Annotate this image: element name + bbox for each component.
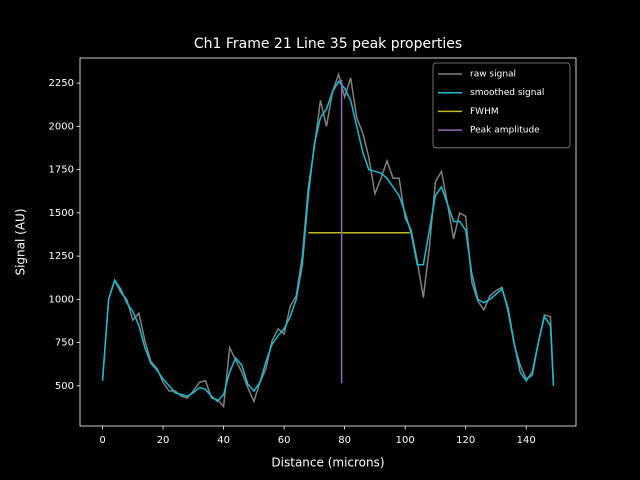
legend-label: Peak amplitude <box>470 126 540 136</box>
legend-label: raw signal <box>470 70 516 80</box>
legend-label: smoothed signal <box>470 88 544 98</box>
x-tick-label: 80 <box>338 435 351 446</box>
x-tick-label: 60 <box>278 435 291 446</box>
legend-label: FWHM <box>470 107 499 117</box>
y-tick-label: 1750 <box>49 165 74 176</box>
series-line <box>101 80 555 403</box>
y-tick-label: 1000 <box>49 294 74 305</box>
y-tick-label: 1500 <box>49 208 74 219</box>
y-tick-label: 500 <box>55 381 74 392</box>
x-tick-label: 0 <box>99 435 105 446</box>
x-tick-label: 140 <box>517 435 536 446</box>
chart-title: Ch1 Frame 21 Line 35 peak properties <box>194 36 462 52</box>
y-tick-label: 1250 <box>49 251 74 262</box>
y-axis-label: Signal (AU) <box>14 208 28 275</box>
x-tick-label: 120 <box>456 435 475 446</box>
legend-box <box>432 62 571 149</box>
x-tick-label: 100 <box>396 435 415 446</box>
axes-frame <box>79 57 577 427</box>
y-tick-label: 2250 <box>49 78 74 89</box>
y-tick-label: 750 <box>55 338 74 349</box>
x-tick-label: 20 <box>157 435 170 446</box>
x-axis-label: Distance (microns) <box>271 456 384 470</box>
y-tick-label: 2000 <box>49 121 74 132</box>
x-tick-label: 40 <box>217 435 230 446</box>
plot-area <box>101 71 555 409</box>
